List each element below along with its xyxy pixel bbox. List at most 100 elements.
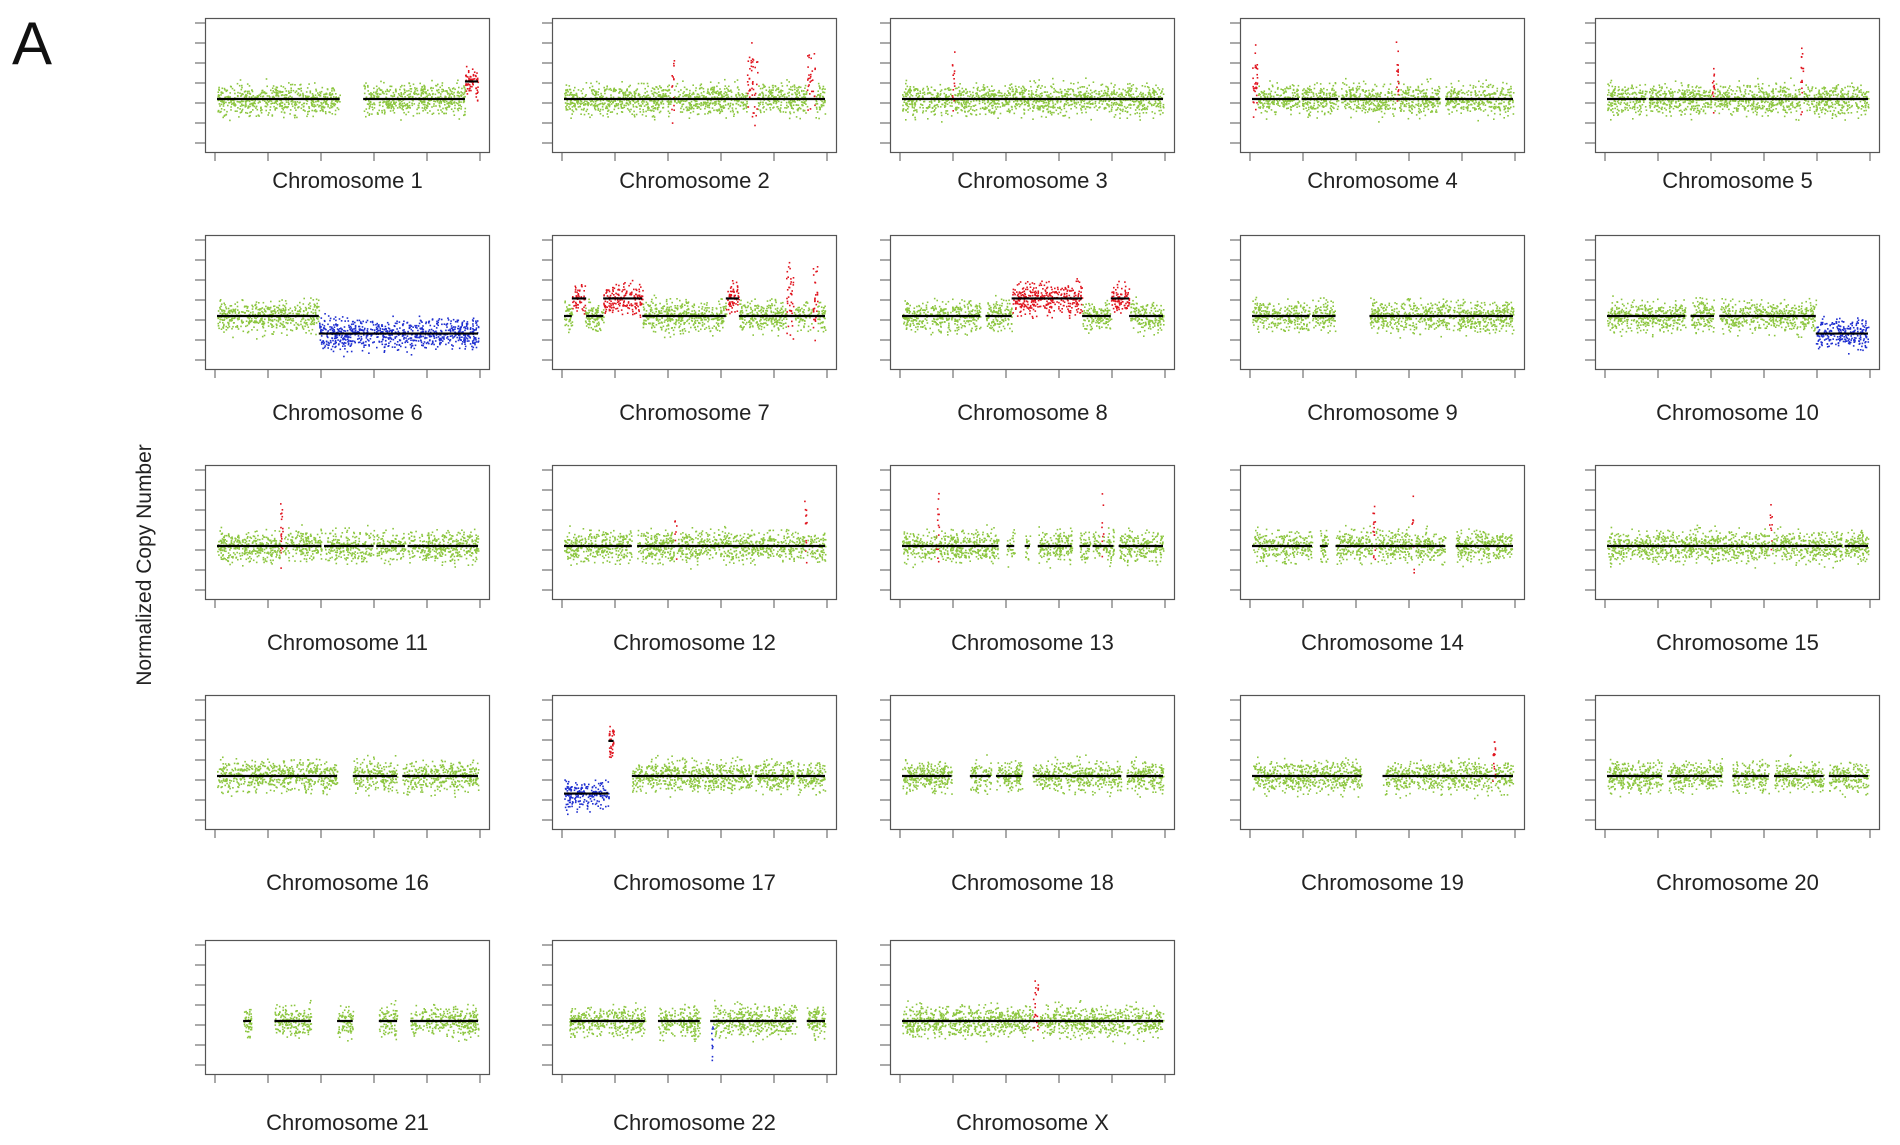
data-point [571, 109, 574, 111]
data-point [1110, 108, 1113, 110]
data-point [951, 64, 954, 67]
data-point [372, 108, 374, 111]
data-point [305, 96, 307, 98]
data-point [266, 99, 269, 102]
data-point [1259, 100, 1262, 102]
data-point [693, 99, 696, 102]
data-point [776, 88, 778, 90]
data-point [953, 72, 956, 75]
data-point [629, 92, 632, 94]
data-point [1478, 107, 1481, 109]
data-point [1478, 101, 1480, 103]
data-point [601, 97, 603, 99]
data-point [383, 109, 386, 111]
data-point [605, 105, 608, 108]
data-point [673, 65, 675, 67]
data-point [1481, 100, 1483, 103]
data-point [1259, 93, 1261, 96]
data-point [239, 79, 242, 81]
data-point [1303, 103, 1305, 105]
data-point [1147, 95, 1149, 98]
data-point [1408, 104, 1410, 107]
data-point [1397, 50, 1399, 53]
data-point [968, 103, 971, 105]
data-point [617, 107, 620, 110]
data-point [661, 95, 664, 98]
data-point [1023, 108, 1025, 111]
data-point [711, 96, 713, 99]
data-point [1256, 73, 1258, 76]
data-point [1366, 101, 1369, 103]
data-point [1382, 85, 1385, 88]
data-point [1303, 88, 1305, 90]
data-point [1120, 93, 1123, 96]
data-point [1152, 90, 1155, 92]
data-point [720, 90, 722, 93]
data-point [968, 105, 970, 107]
data-point [1031, 103, 1034, 106]
data-point [1033, 104, 1036, 107]
data-point [447, 103, 450, 105]
data-point [975, 92, 977, 95]
data-point [990, 111, 993, 113]
data-point [1380, 110, 1383, 113]
data-point [1080, 96, 1082, 98]
data-point [700, 104, 702, 107]
data-point [951, 95, 954, 97]
data-point [994, 106, 997, 108]
data-point [1312, 92, 1315, 94]
data-point [626, 107, 629, 110]
data-point [241, 103, 243, 105]
data-point [629, 84, 631, 87]
data-point [1046, 104, 1049, 106]
data-point [373, 96, 375, 98]
data-point [453, 102, 455, 104]
data-point [468, 89, 470, 92]
data-point [1439, 101, 1441, 104]
data-point [1256, 77, 1259, 79]
data-point [286, 106, 288, 109]
data-point [595, 92, 598, 95]
data-point [948, 89, 951, 91]
data-point [655, 96, 657, 99]
data-point [688, 92, 691, 95]
data-point [1378, 105, 1380, 107]
data-point [1089, 93, 1092, 95]
data-point [395, 101, 397, 104]
data-point [962, 94, 965, 96]
data-point [1081, 86, 1083, 88]
data-point [1252, 87, 1255, 90]
data-point [1030, 93, 1033, 96]
data-point [708, 110, 710, 113]
data-point [640, 105, 642, 108]
data-point [1397, 71, 1399, 73]
data-point [580, 113, 582, 115]
data-point [446, 91, 449, 94]
data-point [765, 108, 768, 111]
data-point [1461, 100, 1464, 103]
data-point [666, 90, 669, 92]
data-point [1302, 100, 1305, 102]
data-point [471, 79, 473, 81]
chromosome-scatter [880, 17, 1176, 161]
data-point [1005, 94, 1008, 96]
data-point [1358, 82, 1360, 85]
data-point [1446, 97, 1448, 99]
data-point [1456, 109, 1458, 112]
data-point [590, 82, 592, 85]
data-point [241, 84, 243, 87]
data-point [944, 105, 947, 107]
data-point [1425, 92, 1427, 94]
data-point [915, 109, 918, 111]
data-point [1368, 94, 1371, 96]
data-point [724, 91, 727, 93]
data-point [784, 93, 786, 96]
data-point [1052, 104, 1055, 107]
data-point [1415, 88, 1417, 91]
data-point [619, 90, 621, 93]
data-point [1438, 87, 1441, 90]
data-point [949, 105, 952, 107]
data-point [1089, 96, 1091, 99]
data-point [1364, 83, 1367, 85]
data-point [919, 99, 921, 102]
